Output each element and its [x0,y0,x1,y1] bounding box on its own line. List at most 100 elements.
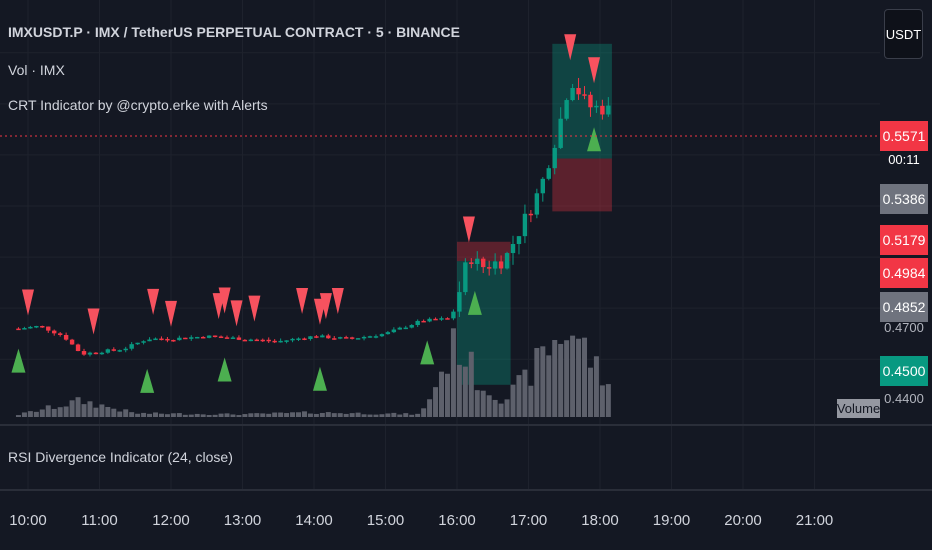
candle-down [212,335,218,338]
bear-signal [87,308,100,335]
volume-bar [284,413,290,417]
volume-legend[interactable]: Vol · IMX [8,62,65,78]
bull-signal [312,366,327,391]
volume-bar [331,413,337,417]
candle-down [421,320,426,323]
volume-bar [170,413,176,417]
time-tick-label: 13:00 [223,512,262,529]
candle-down [52,330,57,334]
candle-up [206,335,212,338]
volume-bar [433,387,439,417]
volume-bar [27,411,33,417]
volume-bar [260,413,266,417]
candle-down [46,326,51,331]
candle-down [266,339,271,342]
candle-up [540,178,545,194]
volume-bar [206,415,212,417]
volume-bar [129,412,135,417]
candle-down [332,338,337,340]
volume-bar [462,366,468,417]
volume-bar [552,339,558,417]
candle-up [87,352,93,355]
volume-bar [290,412,296,417]
candle-up [248,339,254,342]
time-tick-label: 10:00 [9,512,47,529]
volume-bar [176,413,182,417]
candle-up [361,336,367,339]
volume-bar [319,412,325,417]
price-tag-5: 0.4500 [880,356,928,386]
symbol-title[interactable]: IMXUSDT.P · IMX / TetherUS PERPETUAL CON… [8,24,460,40]
volume-bar [21,412,27,417]
time-tick-label: 16:00 [438,512,476,529]
volume-bar [105,406,111,417]
time-tick-label: 12:00 [152,512,190,529]
candle-up [290,338,295,341]
volume-bar [230,414,236,417]
volume-bar [480,390,486,417]
axis-label: 0.4700 [884,320,924,335]
bear-signal [588,57,601,84]
bull-signal [11,348,26,373]
volume-bar [570,335,576,417]
candle-down [165,338,170,341]
candle-up [385,332,391,335]
candles [16,77,611,357]
volume-bar [361,414,367,417]
volume-bar [236,415,242,417]
volume-bar [33,411,39,417]
candle-up [320,335,325,338]
volume-bar [15,415,21,417]
chart-grid [0,0,880,490]
candle-up [195,336,200,339]
time-tick-label: 17:00 [509,512,548,529]
volume-bar [75,397,81,417]
candle-down [183,337,188,340]
volume-bar [153,412,159,417]
bear-signal [248,295,261,322]
bear-signal [564,34,577,61]
candle-up [510,243,516,254]
volume-bar [492,399,498,417]
candle-up [296,338,301,340]
bear-signal [331,287,344,314]
candle-down [171,339,176,342]
volume-bar [522,369,528,417]
candle-up [153,338,158,341]
candle-down [343,337,349,339]
candle-down [242,339,248,342]
candle-up [308,336,313,340]
candle-up [546,168,551,179]
candle-down [582,94,587,96]
bear-signal [218,287,231,314]
volume-bar [307,413,313,417]
candle-down [588,94,593,108]
time-tick-label: 21:00 [795,512,834,529]
candle-down [576,87,581,95]
candle-down [486,267,492,269]
candle-down [600,105,605,115]
time-tick-label: 20:00 [724,512,762,529]
candle-down [200,336,206,339]
volume-bar [182,414,188,417]
rsi-indicator-legend[interactable]: RSI Divergence Indicator (24, close) [8,449,233,465]
time-tick-label: 11:00 [81,512,118,529]
volume-bar [540,346,546,417]
currency-button[interactable]: USDT [884,9,923,59]
volume-bar [534,348,540,417]
candle-up [570,87,575,101]
volume-bar [87,401,93,417]
volume-bar [528,385,534,417]
volume-bar [248,413,254,417]
volume-bar [337,413,343,417]
volume-bar [81,404,87,417]
bear-signal [230,300,243,327]
crt-indicator-legend[interactable]: CRT Indicator by @crypto.erke with Alert… [8,97,268,113]
volume-bar [391,412,397,417]
volume-bar [343,413,349,417]
candle-up [606,105,611,115]
price-tag-3: 0.4984 [880,258,928,288]
candle-down [236,337,242,340]
volume-bar [439,371,445,417]
